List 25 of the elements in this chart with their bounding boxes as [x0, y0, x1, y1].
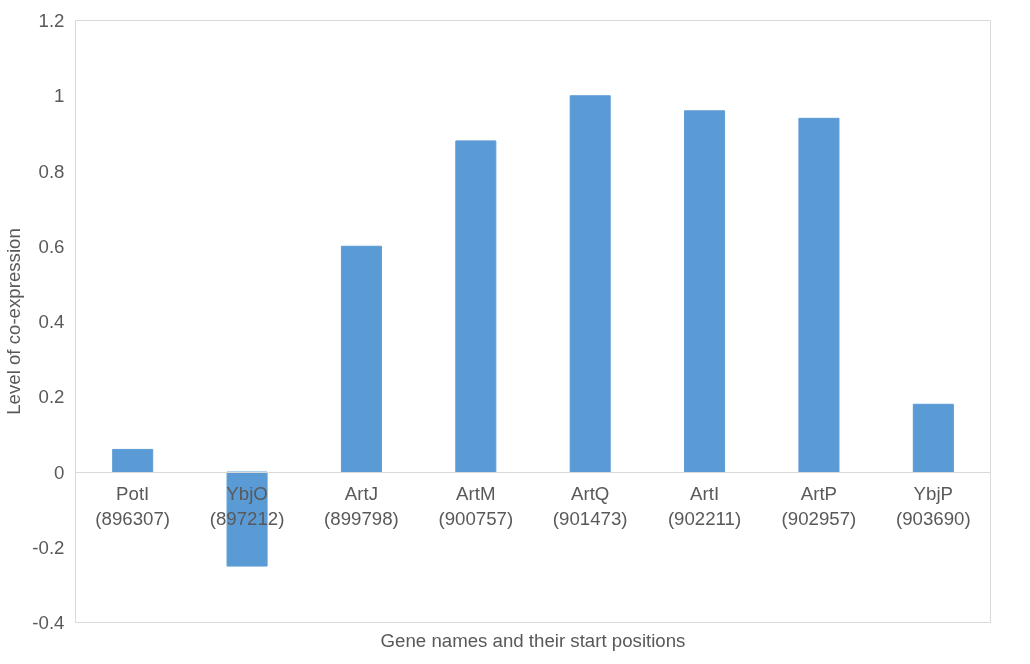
y-tick-label: -0.4 [32, 612, 65, 633]
x-tick-label: ArtM (900757) [438, 483, 514, 530]
y-tick-label: 1.2 [38, 10, 65, 31]
x-tick-label: YbjP (903690) [895, 483, 971, 530]
x-axis-title: Gene names and their start positions [380, 629, 686, 651]
x-tick-label: ArtI (902211) [667, 483, 742, 530]
x-tick-label: ArtQ (901473) [552, 483, 628, 530]
bar [112, 448, 154, 473]
bar [912, 403, 954, 473]
bar [569, 95, 611, 473]
y-tick-label: 0.6 [38, 235, 65, 257]
bar [455, 140, 497, 473]
y-tick-label: 0.4 [38, 311, 65, 332]
x-tick-label: PotI (896307) [95, 483, 171, 530]
y-tick-label: -0.2 [32, 536, 65, 558]
bar [340, 245, 382, 473]
y-tick-label: 0.2 [38, 386, 65, 408]
y-axis-title: Level of co-expression [3, 228, 25, 415]
x-tick-label: ArtJ (899798) [324, 483, 399, 530]
x-tick-label: ArtP (902957) [781, 483, 857, 530]
bar [798, 117, 840, 473]
y-tick-label: 0.8 [38, 160, 65, 182]
y-tick-label: 0 [54, 461, 65, 483]
y-tick-label: 1 [54, 85, 65, 107]
bar [684, 110, 726, 473]
